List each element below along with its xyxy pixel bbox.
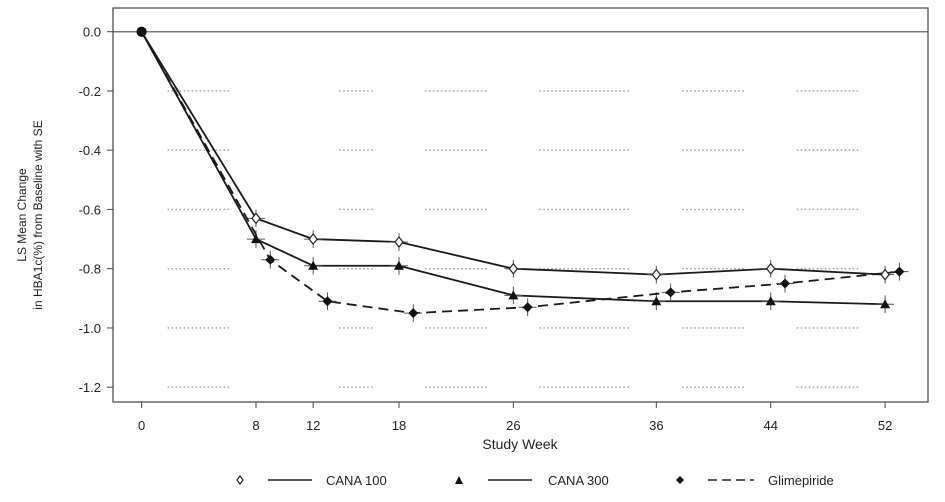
x-axis: 0 8 12 18 26 36 44 52 (138, 402, 892, 433)
legend-label-cana-100: CANA 100 (326, 473, 387, 488)
data-point-glimepiride (894, 266, 905, 277)
data-point-cana-300 (250, 234, 261, 244)
series-layer (136, 26, 909, 323)
x-axis-label: Study Week (482, 436, 558, 452)
data-point-cana-100 (251, 212, 261, 225)
data-point-glimepiride (408, 308, 419, 319)
plot-frame (112, 7, 929, 403)
data-point-cana-300 (765, 296, 776, 306)
x-tick-label: 36 (649, 418, 663, 433)
series-glimepiride (136, 26, 909, 323)
y-tick-label: -1.2 (79, 380, 101, 395)
y-axis: 0.0 -0.2 -0.4 -0.6 -0.8 -1.0 -1.2 (79, 25, 113, 395)
x-tick-label: 44 (763, 418, 777, 433)
x-tick-label: 18 (392, 418, 406, 433)
data-point-glimepiride (665, 287, 676, 298)
data-point-cana-300 (651, 296, 662, 306)
x-tick-label: 26 (506, 418, 520, 433)
legend-label-glimepiride: Glimepiride (768, 473, 834, 488)
legend-item-cana-100: CANA 100 (236, 473, 387, 488)
y-tick-label: -0.4 (79, 143, 101, 158)
data-point-glimepiride (780, 278, 791, 289)
y-tick-label: -0.6 (79, 202, 101, 217)
y-tick-label: -0.8 (79, 262, 101, 277)
y-tick-label: -0.2 (79, 84, 101, 99)
data-point-cana-300 (508, 290, 519, 300)
data-point-cana-100 (765, 262, 776, 275)
legend-marker-cana-100 (236, 475, 244, 485)
series-line-glimepiride (140, 31, 900, 315)
y-axis-label: LS Mean Change in HBA1c(%) from Baseline… (15, 120, 45, 309)
data-point-cana-300 (393, 260, 404, 270)
grid-layer (167, 90, 860, 388)
data-point-cana-300 (880, 299, 891, 309)
legend-label-cana-300: CANA 300 (548, 473, 609, 488)
series-line-cana-300 (140, 31, 886, 306)
y-axis-label-line-2: in HBA1c(%) from Baseline with SE (31, 120, 45, 309)
data-point-cana-100 (394, 236, 404, 248)
x-tick-label: 12 (306, 418, 320, 433)
series-cana-100 (136, 26, 895, 284)
data-point-cana-300 (308, 260, 319, 270)
data-point-glimepiride (522, 302, 533, 313)
legend-item-cana-300: CANA 300 (455, 473, 609, 488)
data-point-cana-100 (651, 268, 662, 281)
y-tick-label: -1.0 (79, 321, 101, 336)
x-tick-label: 52 (878, 418, 892, 433)
series-line-cana-100 (140, 31, 886, 276)
y-axis-label-line-1: LS Mean Change (15, 168, 29, 262)
data-point-glimepiride (136, 26, 147, 37)
data-point-cana-100 (880, 268, 890, 281)
x-tick-label: 0 (138, 418, 145, 433)
data-point-cana-100 (508, 262, 519, 275)
y-tick-label: 0.0 (83, 25, 101, 40)
legend: CANA 100 CANA 300 Glimepiride (236, 473, 834, 488)
legend-marker-glimepiride (676, 476, 684, 484)
data-point-cana-100 (308, 233, 318, 246)
x-tick-label: 8 (252, 418, 259, 433)
data-point-glimepiride (265, 254, 276, 265)
data-point-glimepiride (322, 296, 333, 307)
legend-marker-cana-300 (455, 476, 463, 484)
legend-item-glimepiride: Glimepiride (676, 473, 834, 488)
